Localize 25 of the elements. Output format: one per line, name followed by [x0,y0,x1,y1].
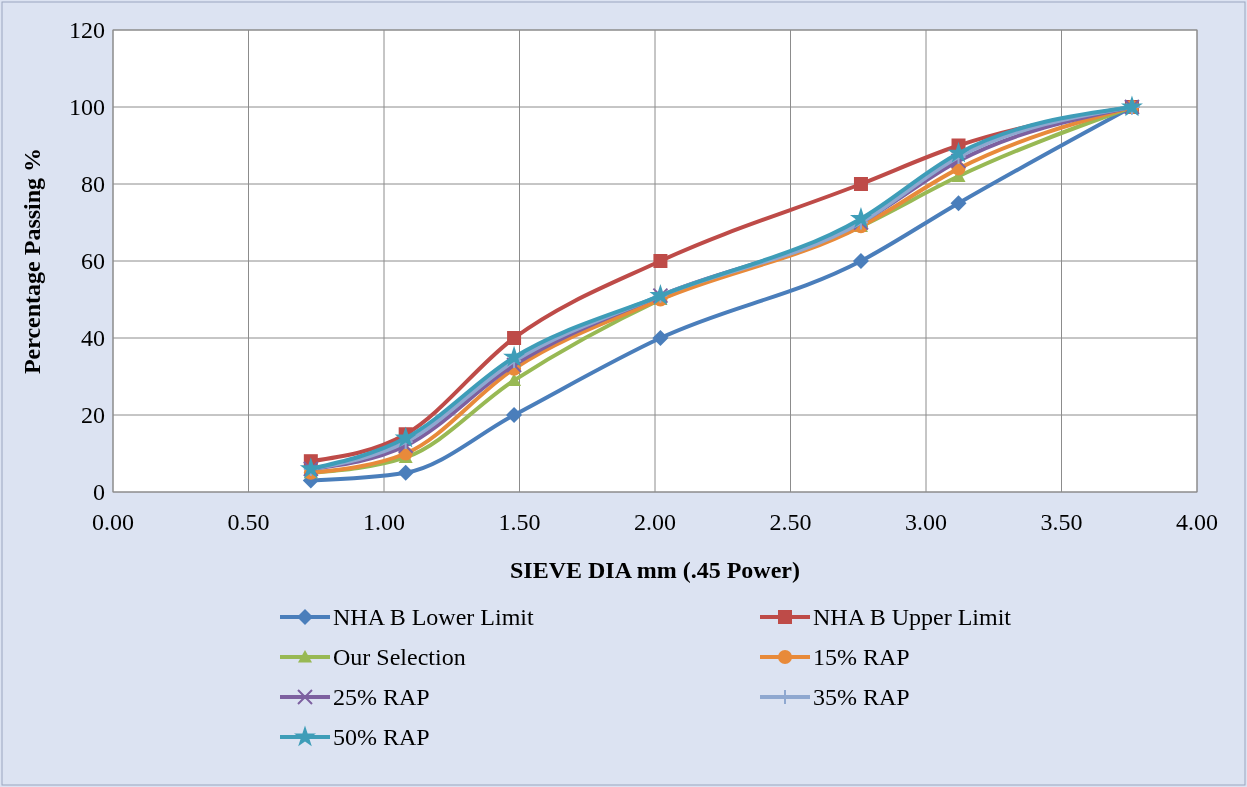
legend-label: 35% RAP [813,684,910,711]
legend-label: 15% RAP [813,644,910,671]
x-tick-label: 1.00 [363,509,405,535]
legend-label: Our Selection [333,644,466,671]
y-tick-label: 20 [81,402,105,429]
y-tick-label: 60 [81,248,105,275]
legend-label: NHA B Upper Limit [813,604,1012,631]
y-axis-title: Percentage Passing % [19,147,45,375]
legend-label: 25% RAP [333,684,430,711]
x-tick-label: 2.00 [634,509,676,535]
legend-label: 50% RAP [333,724,430,751]
x-tick-label: 2.50 [769,509,812,535]
x-tick-label: 4.00 [1176,509,1218,535]
y-tick-label: 80 [81,171,105,198]
y-tick-label: 0 [93,479,105,506]
legend-label: NHA B Lower Limit [333,604,534,631]
y-tick-label: 40 [81,325,105,352]
y-tick-label: 100 [69,94,105,121]
x-axis-title: SIEVE DIA mm (.45 Power) [510,557,800,583]
x-tick-label: 3.00 [905,509,947,535]
x-tick-label: 1.50 [498,509,541,535]
y-tick-label: 120 [69,17,105,44]
x-tick-label: 3.50 [1040,509,1083,535]
x-tick-label: 0.00 [92,509,134,535]
x-tick-label: 0.50 [227,509,270,535]
